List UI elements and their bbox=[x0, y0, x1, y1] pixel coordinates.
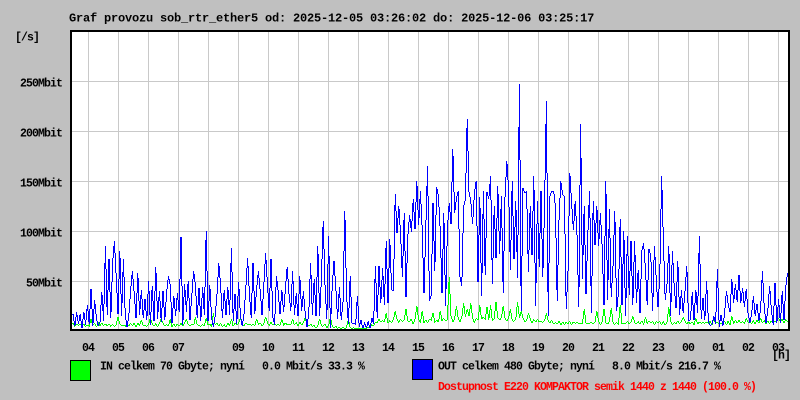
svg-text:12: 12 bbox=[322, 342, 335, 355]
svg-text:01: 01 bbox=[712, 342, 725, 355]
svg-text:[/s]: [/s] bbox=[15, 32, 39, 45]
svg-text:18: 18 bbox=[502, 342, 515, 355]
svg-text:OUT celkem 480 Gbyte; nyní 8: OUT celkem 480 Gbyte; nyní 8.0 Mbit/s 21… bbox=[438, 361, 721, 374]
svg-text:50Mbit: 50Mbit bbox=[26, 278, 62, 291]
svg-text:Dostupnost E220 KOMPAKTOR semi: Dostupnost E220 KOMPAKTOR semik 1440 z 1… bbox=[438, 381, 756, 394]
svg-text:150Mbit: 150Mbit bbox=[20, 178, 62, 191]
svg-text:17: 17 bbox=[472, 342, 485, 355]
svg-text:09: 09 bbox=[232, 342, 245, 355]
svg-text:06: 06 bbox=[142, 342, 155, 355]
svg-text:Graf provozu sob_rtr_ether5 od: Graf provozu sob_rtr_ether5 od: 2025-12-… bbox=[69, 12, 594, 26]
svg-text:15: 15 bbox=[412, 342, 425, 355]
svg-text:200Mbit: 200Mbit bbox=[20, 128, 62, 141]
svg-text:[h]: [h] bbox=[772, 350, 790, 363]
svg-text:03: 03 bbox=[772, 342, 785, 355]
svg-text:14: 14 bbox=[382, 342, 395, 355]
svg-text:16: 16 bbox=[442, 342, 455, 355]
svg-text:02: 02 bbox=[742, 342, 755, 355]
svg-text:IN celkem 70 Gbyte; nyní 0.0: IN celkem 70 Gbyte; nyní 0.0 Mbit/s 33.3… bbox=[100, 361, 365, 374]
svg-text:22: 22 bbox=[622, 342, 635, 355]
svg-text:11: 11 bbox=[292, 342, 305, 355]
svg-text:10: 10 bbox=[262, 342, 275, 355]
svg-text:20: 20 bbox=[562, 342, 575, 355]
svg-text:04: 04 bbox=[82, 342, 95, 355]
svg-text:250Mbit: 250Mbit bbox=[20, 78, 62, 91]
svg-text:07: 07 bbox=[172, 342, 185, 355]
svg-text:13: 13 bbox=[352, 342, 365, 355]
svg-text:23: 23 bbox=[652, 342, 665, 355]
svg-text:100Mbit: 100Mbit bbox=[20, 228, 62, 241]
svg-text:21: 21 bbox=[592, 342, 605, 355]
svg-text:05: 05 bbox=[112, 342, 125, 355]
svg-text:00: 00 bbox=[682, 342, 695, 355]
svg-text:19: 19 bbox=[532, 342, 545, 355]
